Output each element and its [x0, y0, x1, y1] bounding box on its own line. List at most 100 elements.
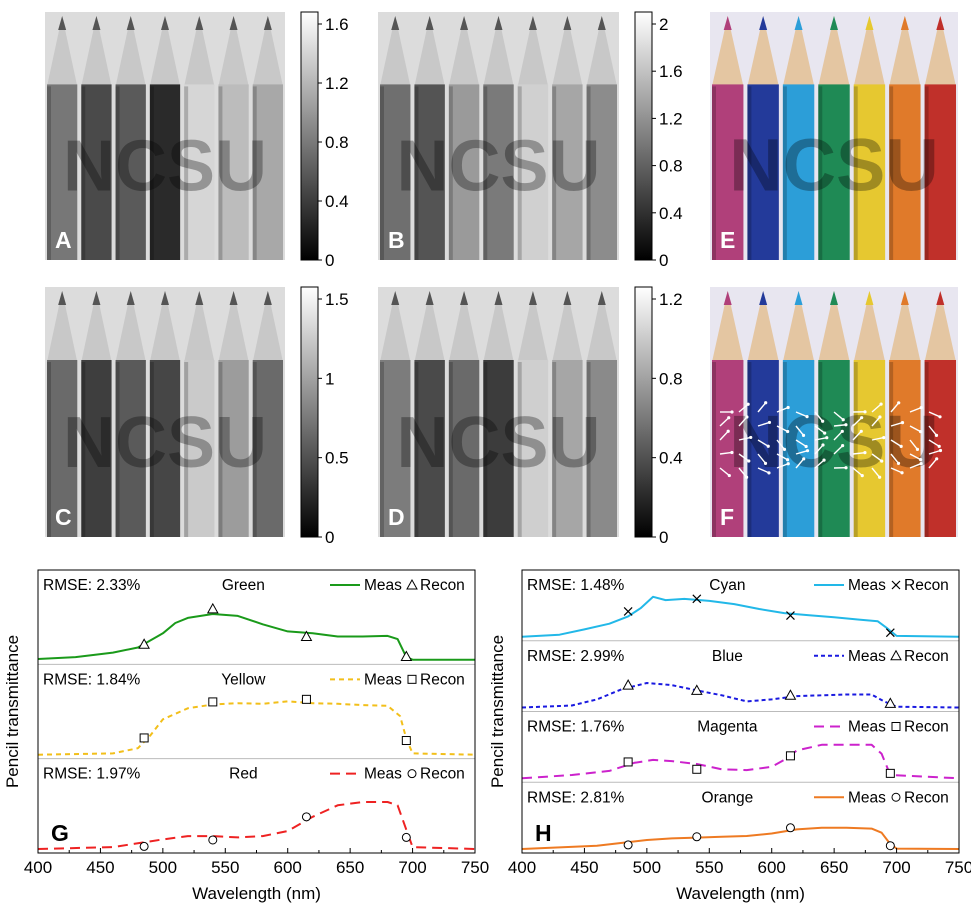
legend-meas-label: Meas	[364, 671, 402, 688]
vector-head	[880, 459, 884, 463]
meas-line-red	[38, 801, 475, 850]
vector-head	[805, 415, 809, 419]
panel-tag: D	[388, 504, 405, 530]
pencil-lead	[391, 291, 400, 305]
vector-head	[805, 449, 810, 453]
recon-marker	[690, 684, 703, 695]
vector-head	[860, 474, 864, 478]
pencil-lead	[597, 16, 606, 30]
pencil-shade	[782, 86, 787, 260]
pencil-tip	[483, 16, 514, 87]
pencil-tip	[552, 16, 583, 87]
vector-head	[844, 423, 848, 427]
pencil-lead	[161, 291, 169, 305]
pencil-body	[517, 84, 549, 260]
colorbar	[300, 286, 319, 538]
pencil-tip	[924, 291, 956, 362]
pencil-shade	[47, 362, 51, 537]
pencil-tip	[889, 291, 921, 362]
pencil-tip	[218, 291, 249, 362]
vector-head	[727, 473, 731, 478]
legend-recon-label: Recon	[904, 719, 949, 736]
pencil-lead	[794, 291, 803, 305]
y-axis-label: Pencil transmittance	[3, 635, 22, 788]
vector-head	[822, 458, 826, 462]
meas-line-blue	[522, 682, 959, 709]
recon-marker	[890, 649, 902, 661]
legend-meas-label: Meas	[364, 577, 402, 594]
pencil-shade	[552, 86, 557, 260]
pencil-lead	[126, 16, 135, 30]
pencil-tip	[149, 16, 181, 87]
pencil-tip	[81, 291, 112, 362]
pencil-tip	[47, 291, 78, 362]
pencil-tip	[184, 291, 215, 362]
ncsu-watermark: NCSU	[63, 127, 267, 207]
pencil-body	[586, 360, 617, 537]
polarization-vector	[909, 462, 922, 469]
pencil-body	[483, 360, 514, 537]
pencil-body	[552, 360, 583, 537]
ncsu-watermark: NCSU	[729, 400, 939, 483]
vector-head	[801, 433, 806, 437]
pencil-lead	[161, 16, 169, 30]
recon-marker	[401, 736, 411, 746]
vector-head	[786, 429, 790, 434]
pencil-body	[47, 84, 78, 260]
colorbar-tick-label: 0.8	[659, 369, 683, 388]
vector-head	[745, 415, 749, 419]
vector-head	[727, 416, 731, 420]
pencil-shade	[218, 86, 223, 260]
pencil-body	[448, 84, 480, 260]
pencil-tip	[517, 291, 549, 362]
pencil-lead	[830, 16, 838, 30]
pencil-tip	[853, 291, 886, 362]
pencil-body	[818, 84, 850, 260]
pencil-body	[184, 84, 215, 260]
polarization-vector	[871, 467, 881, 478]
pencil-lead	[460, 16, 469, 30]
polarization-vector	[738, 436, 751, 441]
pencil-shade	[184, 86, 189, 260]
pencil-tip	[448, 16, 480, 87]
pencil-body	[149, 360, 181, 537]
pencil-body	[712, 360, 744, 537]
vector-head	[785, 458, 790, 462]
pencil-lead	[263, 16, 272, 30]
x-axis-label: Wavelength (nm)	[676, 884, 805, 903]
pencil-shade	[81, 362, 86, 537]
polarization-vector	[719, 417, 730, 427]
recon-marker	[891, 792, 901, 802]
pencil-lead	[900, 16, 909, 30]
pencil-shade	[115, 86, 120, 260]
pencil-shade	[747, 362, 752, 537]
vector-head	[730, 410, 734, 414]
pencil-body	[115, 360, 146, 537]
pencil-shade	[149, 86, 154, 260]
x-tick-label: 450	[86, 858, 114, 877]
ncsu-watermark: NCSU	[63, 403, 267, 483]
polarization-vector	[833, 424, 847, 427]
ncsu-watermark: NCSU	[396, 403, 600, 483]
pencil-body	[889, 84, 921, 260]
x-tick-label: 650	[336, 858, 364, 877]
recon-marker	[786, 611, 795, 620]
pencil-body	[218, 360, 249, 537]
vector-head	[764, 401, 768, 405]
rmse-label: RMSE: 2.99%	[527, 648, 625, 665]
pencil-lead	[425, 16, 434, 30]
pencil-lead	[936, 291, 945, 305]
legend-meas-label: Meas	[848, 719, 886, 736]
pencil-body	[924, 84, 956, 260]
colorbar	[634, 11, 653, 261]
rmse-label: RMSE: 1.84%	[43, 671, 141, 688]
recon-marker	[885, 628, 895, 638]
vector-head	[767, 471, 771, 475]
x-tick-label: 750	[461, 858, 489, 877]
vector-head	[859, 429, 863, 433]
recon-marker	[785, 751, 795, 761]
pencil-shade	[414, 362, 419, 537]
polarization-vector	[890, 402, 900, 413]
pencil-tip	[380, 16, 411, 87]
polarization-vector	[814, 459, 825, 469]
